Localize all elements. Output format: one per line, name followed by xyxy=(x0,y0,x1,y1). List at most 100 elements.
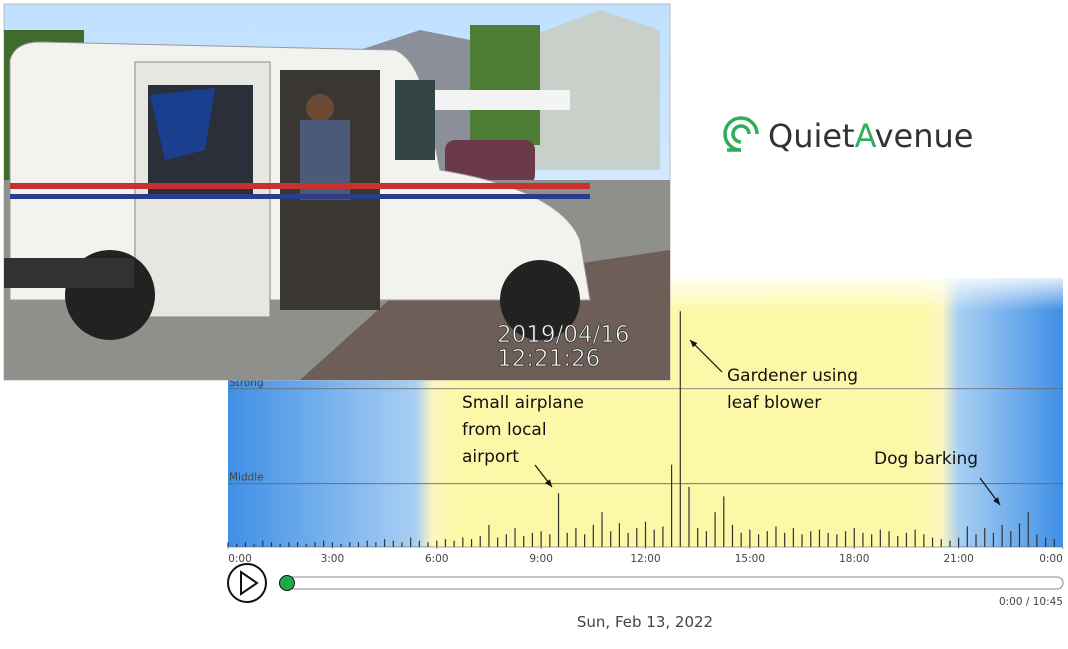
bar xyxy=(905,532,908,547)
arrow-head xyxy=(545,479,552,487)
bar xyxy=(349,542,351,547)
bar xyxy=(723,496,725,547)
photo-time: 12:21:26 xyxy=(497,346,600,372)
bar xyxy=(679,311,681,547)
bar xyxy=(610,531,612,547)
x-tick-label: 9:00 xyxy=(529,553,553,565)
bar xyxy=(740,532,742,547)
bar xyxy=(540,531,542,547)
bar xyxy=(505,534,507,547)
y-tick-label: Middle xyxy=(229,472,264,484)
time-readout: 0:00 / 10:45 xyxy=(999,596,1063,608)
bar xyxy=(236,543,238,547)
bar xyxy=(253,543,255,547)
bar xyxy=(636,528,638,547)
x-tick-label: 0:00 xyxy=(1039,553,1063,565)
bar xyxy=(340,543,342,547)
arrow-head xyxy=(690,340,698,348)
bar xyxy=(453,540,455,547)
bar xyxy=(775,526,777,547)
bar xyxy=(575,528,577,547)
bar xyxy=(766,531,768,547)
logo-part: venue xyxy=(875,117,974,155)
bar xyxy=(1036,534,1038,547)
bar xyxy=(627,532,629,547)
bar xyxy=(497,537,499,547)
annotations: Small airplane from local airport Gardener … xyxy=(462,339,1001,506)
bar xyxy=(697,528,699,547)
bar xyxy=(444,539,447,547)
x-tick-label: 12:00 xyxy=(630,553,660,565)
logo-part: Quiet xyxy=(768,117,855,155)
bar xyxy=(1018,523,1021,547)
player: 0:00 / 10:45 Sun, Feb 13, 2022 xyxy=(227,563,1064,631)
annotation-text: leaf blower xyxy=(727,393,821,413)
bar xyxy=(749,529,751,547)
bar xyxy=(862,532,864,547)
bar xyxy=(488,524,490,547)
bar xyxy=(914,529,916,547)
bar xyxy=(366,540,368,547)
bar xyxy=(618,523,621,547)
bar xyxy=(1001,524,1003,547)
annotation-text: from local xyxy=(462,420,547,440)
bar xyxy=(949,540,951,547)
logo: QuietAvenue xyxy=(723,116,974,155)
bar xyxy=(601,512,603,547)
bar xyxy=(662,526,664,547)
annotation-arrow xyxy=(689,339,723,373)
bar xyxy=(670,464,673,547)
bar xyxy=(296,542,299,547)
annotation-text: Dog barking xyxy=(874,449,978,469)
x-tick-label: 0:00 xyxy=(228,553,252,565)
bar xyxy=(801,534,803,547)
bar xyxy=(523,535,525,547)
bar xyxy=(227,542,229,547)
bar xyxy=(462,537,464,547)
bar xyxy=(1053,539,1055,547)
bar xyxy=(1027,512,1029,547)
bar xyxy=(871,534,873,547)
arrow-head xyxy=(993,497,1000,505)
annotation-text: Small airplane xyxy=(462,393,584,413)
x-tick-label: 6:00 xyxy=(425,553,449,565)
bar xyxy=(557,493,560,547)
bar xyxy=(410,537,412,547)
bar xyxy=(705,531,707,547)
logo-icon xyxy=(723,116,759,152)
x-tick-label: 21:00 xyxy=(943,553,973,565)
bar xyxy=(653,529,655,547)
bar xyxy=(383,539,386,547)
bar xyxy=(992,532,995,547)
bar xyxy=(810,531,812,547)
bar xyxy=(688,486,690,547)
bar xyxy=(731,524,734,547)
bar xyxy=(792,528,794,547)
progress-track[interactable] xyxy=(284,576,1064,590)
bar xyxy=(323,540,325,547)
bar xyxy=(966,526,968,547)
bar xyxy=(436,540,438,547)
x-tick-label: 18:00 xyxy=(839,553,869,565)
bar xyxy=(1010,531,1012,547)
bar xyxy=(375,542,377,547)
bar xyxy=(262,540,264,547)
bar xyxy=(305,543,307,547)
x-tick-label: 15:00 xyxy=(735,553,765,565)
bar xyxy=(644,521,647,547)
bar xyxy=(975,534,977,547)
bar xyxy=(836,534,838,547)
bar xyxy=(714,512,716,547)
bar xyxy=(1045,537,1047,547)
bar xyxy=(827,532,829,547)
bar xyxy=(357,542,360,547)
x-tick-label: 3:00 xyxy=(321,553,345,565)
progress-handle[interactable] xyxy=(279,575,295,591)
logo-accent: A xyxy=(855,117,877,155)
bar xyxy=(584,534,586,547)
bar xyxy=(923,534,925,547)
play-button[interactable] xyxy=(227,563,267,603)
bar xyxy=(549,534,551,547)
